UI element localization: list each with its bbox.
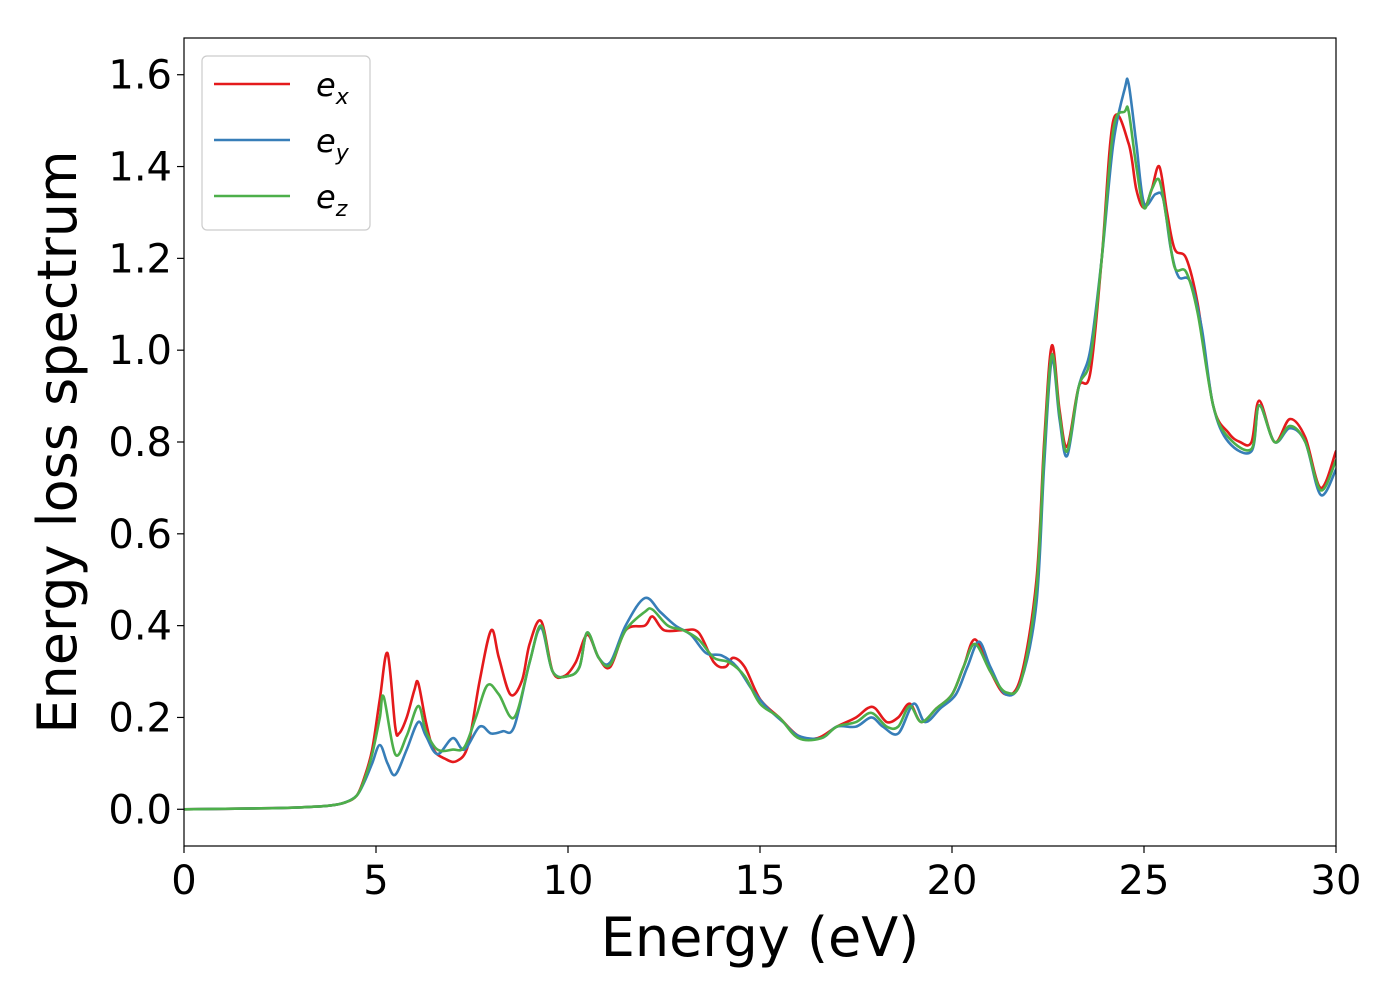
legend-frame: [201, 55, 371, 231]
y-tick-label: 1.4: [108, 145, 172, 191]
y-axis-label: Energy loss spectrum: [26, 150, 89, 733]
x-tick-label: 20: [927, 858, 978, 904]
y-tick-label: 1.2: [108, 236, 172, 282]
x-tick-label: 25: [1119, 858, 1170, 904]
series-layer: [184, 77, 1336, 811]
y-tick-label: 0.8: [108, 420, 172, 466]
y-tick-label: 0.6: [108, 512, 172, 558]
y-axis-ticks: 0.0 0.2 0.4 0.6 0.8 1.0 1.2 1.4 1.6: [108, 53, 184, 833]
x-tick-label: 0: [171, 858, 196, 904]
x-tick-label: 30: [1311, 858, 1362, 904]
series-line-ez: [184, 105, 1336, 811]
x-axis-label: Energy (eV): [601, 906, 920, 969]
y-tick-label: 0.0: [108, 787, 172, 833]
y-tick-label: 0.2: [108, 695, 172, 741]
y-tick-label: 1.6: [108, 53, 172, 99]
y-tick-label: 1.0: [108, 328, 172, 374]
x-axis-ticks: 0 5 10 15 20 25 30: [171, 846, 1361, 904]
y-tick-label: 0.4: [108, 604, 172, 650]
x-tick-label: 5: [363, 858, 388, 904]
x-tick-label: 10: [543, 858, 594, 904]
x-tick-label: 15: [735, 858, 786, 904]
legend-entry-ex: ex: [316, 66, 350, 110]
